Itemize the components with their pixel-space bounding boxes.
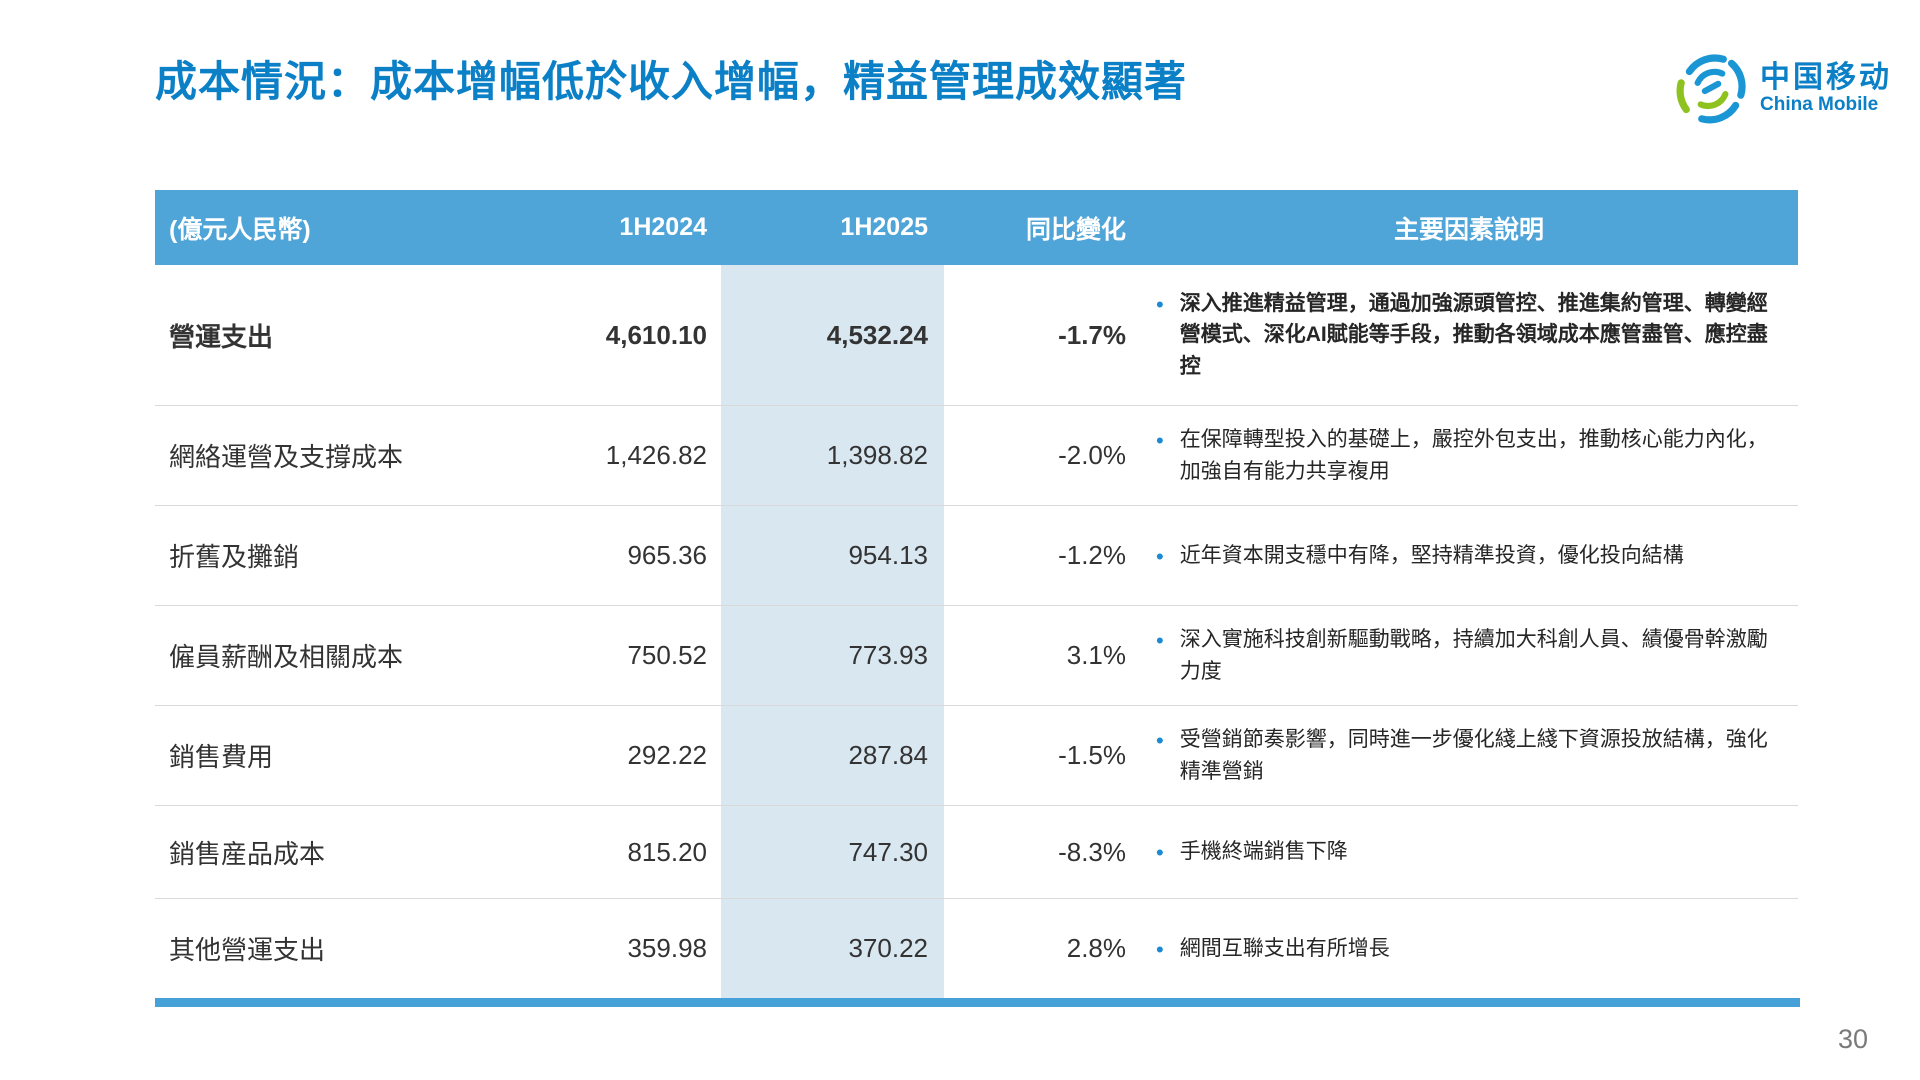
yoy-change: -1.7% bbox=[1058, 319, 1126, 350]
table-row: 其他營運支出 359.98 370.22 2.8% • 網間互聯支出有所增長 bbox=[155, 899, 1798, 998]
table-row: 網絡運營及支撐成本 1,426.82 1,398.82 -2.0% • 在保障轉… bbox=[155, 406, 1798, 506]
bullet-icon: • bbox=[1156, 428, 1164, 453]
factor-text: 近年資本開支穩中有降，堅持精準投資，優化投向結構 bbox=[1179, 543, 1684, 567]
factor-text: 手機終端銷售下降 bbox=[1179, 840, 1348, 864]
table-header-row: (億元人民幣) 1H2024 1H2025 同比變化 主要因素說明 bbox=[155, 190, 1798, 265]
page-number: 30 bbox=[1837, 1024, 1868, 1054]
logo-chinese-name: 中国移动 bbox=[1760, 61, 1892, 95]
value-1h2024: 359.98 bbox=[627, 933, 707, 963]
value-1h2025: 1,398.82 bbox=[721, 406, 944, 505]
header-1h2025: 1H2025 bbox=[840, 213, 928, 241]
table-row: 折舊及攤銷 965.36 954.13 -1.2% • 近年資本開支穩中有降，堅… bbox=[155, 506, 1798, 606]
value-1h2025: 773.93 bbox=[721, 606, 944, 705]
bullet-icon: • bbox=[1156, 628, 1164, 653]
row-label: 其他營運支出 bbox=[169, 935, 326, 965]
factor-cell: • 在保障轉型投入的基礎上，嚴控外包支出，推動核心能力內化，加強自有能力共享複用 bbox=[1140, 410, 1798, 501]
factor-text: 受營銷節奏影響，同時進一步優化綫上綫下資源投放結構，強化精準營銷 bbox=[1179, 728, 1768, 783]
bullet-icon: • bbox=[1156, 840, 1164, 866]
value-1h2024: 965.36 bbox=[627, 540, 707, 570]
bullet-icon: • bbox=[1156, 936, 1164, 962]
header-yoy: 同比變化 bbox=[1025, 215, 1126, 244]
factor-cell: • 深入實施科技創新驅動戰略，持續加大科創人員、績優骨幹激勵力度 bbox=[1140, 610, 1798, 701]
cost-table: (億元人民幣) 1H2024 1H2025 同比變化 主要因素說明 營運支出 4… bbox=[155, 190, 1800, 1007]
row-label: 僱員薪酬及相關成本 bbox=[169, 642, 404, 672]
yoy-change: -2.0% bbox=[1058, 440, 1126, 470]
table-row: 營運支出 4,610.10 4,532.24 -1.7% • 深入推進精益管理，… bbox=[155, 265, 1798, 406]
row-label: 銷售産品成本 bbox=[169, 838, 326, 869]
yoy-change: -8.3% bbox=[1058, 836, 1126, 867]
value-1h2025: 4,532.24 bbox=[721, 265, 944, 405]
row-label: 營運支出 bbox=[169, 321, 274, 352]
factor-text: 深入實施科技創新驅動戰略，持續加大科創人員、績優骨幹激勵力度 bbox=[1179, 628, 1768, 683]
yoy-change: 2.8% bbox=[1066, 933, 1126, 963]
logo-english-name: China Mobile bbox=[1760, 94, 1879, 116]
header-1h2024: 1H2024 bbox=[619, 213, 707, 241]
page-title: 成本情況：成本增幅低於收入增幅，精益管理成效顯著 bbox=[155, 58, 1188, 105]
value-1h2024: 815.20 bbox=[627, 836, 707, 867]
bullet-icon: • bbox=[1156, 728, 1164, 753]
row-label: 網絡運營及支撐成本 bbox=[169, 442, 404, 472]
table-bottom-bar bbox=[155, 998, 1800, 1007]
row-label: 折舊及攤銷 bbox=[169, 542, 300, 572]
factor-cell: • 受營銷節奏影響，同時進一步優化綫上綫下資源投放結構，強化精準營銷 bbox=[1140, 710, 1798, 801]
value-1h2025: 954.13 bbox=[721, 506, 944, 605]
factor-cell: • 近年資本開支穩中有降，堅持精準投資，優化投向結構 bbox=[1140, 526, 1798, 586]
value-1h2025: 747.30 bbox=[721, 806, 944, 898]
header-unit: (億元人民幣) bbox=[169, 215, 311, 244]
yoy-change: -1.2% bbox=[1058, 540, 1126, 570]
value-1h2025: 287.84 bbox=[721, 706, 944, 805]
bullet-icon: • bbox=[1156, 543, 1164, 569]
china-mobile-logo: 中国移动 China Mobile bbox=[1674, 52, 1892, 126]
table-body: 營運支出 4,610.10 4,532.24 -1.7% • 深入推進精益管理，… bbox=[155, 265, 1798, 998]
yoy-change: -1.5% bbox=[1058, 740, 1126, 770]
yoy-change: 3.1% bbox=[1066, 640, 1126, 670]
value-1h2024: 4,610.10 bbox=[605, 319, 707, 350]
header-factors: 主要因素說明 bbox=[1393, 215, 1544, 244]
value-1h2024: 1,426.82 bbox=[605, 440, 707, 470]
table-row: 銷售費用 292.22 287.84 -1.5% • 受營銷節奏影響，同時進一步… bbox=[155, 706, 1798, 806]
table-row: 銷售産品成本 815.20 747.30 -8.3% • 手機終端銷售下降 bbox=[155, 806, 1798, 899]
value-1h2024: 750.52 bbox=[627, 640, 707, 670]
value-1h2025: 370.22 bbox=[721, 899, 944, 998]
row-label: 銷售費用 bbox=[169, 742, 274, 772]
factor-text: 深入推進精益管理，通過加強源頭管控、推進集約管理、轉變經營模式、深化AI賦能等手… bbox=[1179, 291, 1768, 378]
factor-cell: • 網間互聯支出有所增長 bbox=[1140, 919, 1798, 979]
factor-text: 在保障轉型投入的基礎上，嚴控外包支出，推動核心能力內化，加強自有能力共享複用 bbox=[1179, 428, 1768, 483]
bullet-icon: • bbox=[1156, 291, 1164, 317]
value-1h2024: 292.22 bbox=[627, 740, 707, 770]
table-row: 僱員薪酬及相關成本 750.52 773.93 3.1% • 深入實施科技創新驅… bbox=[155, 606, 1798, 706]
factor-cell: • 手機終端銷售下降 bbox=[1140, 822, 1798, 882]
china-mobile-logo-icon bbox=[1676, 54, 1746, 124]
factor-cell: • 深入推進精益管理，通過加強源頭管控、推進集約管理、轉變經營模式、深化AI賦能… bbox=[1140, 274, 1798, 397]
factor-text: 網間互聯支出有所增長 bbox=[1179, 936, 1390, 960]
china-mobile-logo-text: 中国移动 China Mobile bbox=[1760, 61, 1892, 117]
